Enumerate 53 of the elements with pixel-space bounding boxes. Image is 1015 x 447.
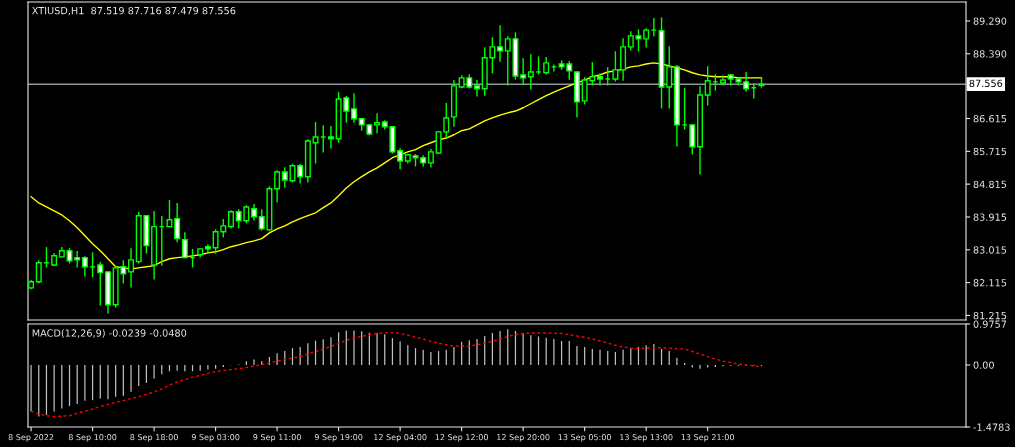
candlestick <box>174 202 181 243</box>
x-tick-label: 13 Sep 13:00 <box>620 434 673 442</box>
chart-title: XTIUSD,H1 87.519 87.716 87.479 87.556 <box>32 6 236 16</box>
y-tick-label: 0.9757 <box>973 320 1007 328</box>
candlestick <box>327 126 334 149</box>
y-tick-label: 83.015 <box>973 246 1007 254</box>
x-tick-label: 9 Sep 19:00 <box>314 434 363 442</box>
x-tick-label: 12 Sep 04:00 <box>374 434 427 442</box>
candlestick <box>181 232 188 259</box>
x-tick-label: 12 Sep 12:00 <box>435 434 488 442</box>
candlestick <box>612 51 619 82</box>
candlestick <box>597 73 604 86</box>
candlestick <box>374 113 381 134</box>
candlestick <box>350 93 357 123</box>
y-tick-label: 82.115 <box>973 279 1007 287</box>
candlestick <box>166 200 173 228</box>
candlestick <box>520 58 527 85</box>
y-tick-label: -1.4783 <box>973 423 1010 431</box>
candlestick <box>397 148 404 170</box>
y-tick-label: 89.290 <box>973 17 1007 25</box>
candlestick <box>81 256 88 277</box>
candlestick <box>35 260 42 284</box>
candlestick <box>704 66 711 106</box>
y-tick-label: 88.390 <box>973 50 1007 58</box>
x-tick-label: 12 Sep 20:00 <box>497 434 550 442</box>
candlestick <box>97 262 104 306</box>
y-tick-label: 83.915 <box>973 213 1007 221</box>
x-tick-label: 9 Sep 03:00 <box>191 434 240 442</box>
candlestick <box>274 170 281 203</box>
candlestick <box>474 80 481 97</box>
candlestick <box>204 244 211 254</box>
candlestick <box>620 38 627 81</box>
y-tick-label: 81.215 <box>973 311 1007 320</box>
candlestick <box>689 124 696 155</box>
y-tick-label: 86.615 <box>973 114 1007 123</box>
x-tick-label: 13 Sep 21:00 <box>681 434 735 442</box>
candlestick <box>743 72 750 92</box>
chart-title: MACD(12,26,9) -0.0239 -0.0480 <box>32 329 187 338</box>
candlestick <box>312 122 319 164</box>
candlestick <box>297 163 304 184</box>
x-tick-label: 13 Sep 05:00 <box>558 434 611 442</box>
y-tick-label: 85.715 <box>973 147 1007 156</box>
y-tick-label: 84.815 <box>973 180 1007 188</box>
x-tick-label: 9 Sep 11:00 <box>253 434 301 442</box>
x-tick-label: 8 Sep 10:00 <box>68 434 117 442</box>
x-tick-label: 8 Sep 2022 <box>8 434 54 442</box>
y-tick-label: 0.00 <box>973 361 994 369</box>
line-series <box>30 331 763 418</box>
ref-line-label: 87.556 <box>969 79 1003 88</box>
candlestick <box>527 54 534 90</box>
candlestick <box>497 25 504 62</box>
x-tick-label: 8 Sep 18:00 <box>130 434 178 442</box>
candlestick <box>128 248 135 288</box>
